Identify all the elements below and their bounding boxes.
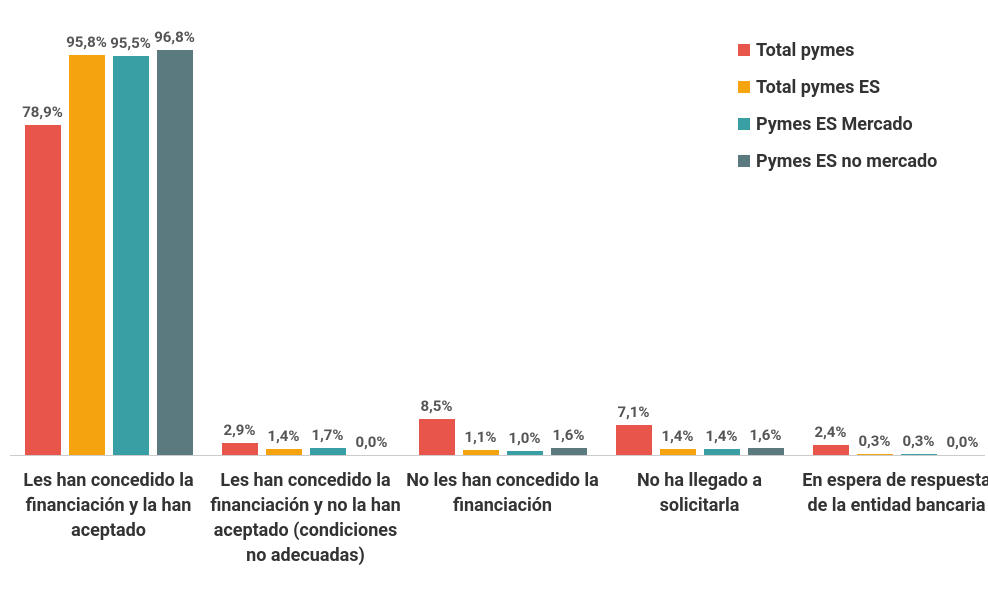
legend-swatch <box>738 44 750 56</box>
bar <box>812 444 849 455</box>
value-label: 78,9% <box>22 103 63 122</box>
x-tick-label: No les han concedido la financiación <box>406 470 599 516</box>
value-label: 2,9% <box>223 420 256 439</box>
value-label: 1,0% <box>508 428 541 447</box>
legend-swatch <box>738 118 750 130</box>
legend-label: Pymes ES no mercado <box>756 150 938 172</box>
bar <box>659 449 696 455</box>
baseline <box>10 455 985 456</box>
bar <box>900 453 937 455</box>
value-label: 1,6% <box>749 426 782 445</box>
x-tick-label: Les han concedido la financiación y no l… <box>210 470 401 566</box>
x-tick-label: En espera de respuesta de la entidad ban… <box>802 470 988 516</box>
bar <box>615 425 652 455</box>
legend-label: Pymes ES Mercado <box>756 113 913 135</box>
bar <box>221 442 258 455</box>
bar <box>462 450 499 455</box>
value-label: 1,7% <box>311 425 344 444</box>
bar <box>24 125 61 455</box>
x-tick-label: Les han concedido la financiación y la h… <box>23 470 194 541</box>
bar <box>265 449 302 455</box>
legend-item: Pymes ES no mercado <box>738 149 937 173</box>
bar <box>747 448 784 455</box>
value-label: 1,4% <box>705 427 738 446</box>
legend-item: Total pymes <box>738 38 854 62</box>
legend-swatch <box>738 81 750 93</box>
bar <box>550 448 587 455</box>
bar <box>506 450 543 455</box>
legend-swatch <box>738 155 750 167</box>
value-label: 1,1% <box>464 428 497 447</box>
value-label: 0,3% <box>902 431 935 450</box>
legend-item: Pymes ES Mercado <box>738 112 913 136</box>
value-label: 95,5% <box>110 33 151 52</box>
bar <box>418 419 455 455</box>
value-label: 1,4% <box>267 427 300 446</box>
value-label: 95,8% <box>66 32 107 51</box>
bar <box>68 54 105 455</box>
value-label: 0,0% <box>355 433 388 451</box>
value-label: 0,0% <box>946 433 979 451</box>
bar <box>856 453 893 455</box>
bar <box>112 55 149 455</box>
bar <box>156 50 193 455</box>
value-label: 0,3% <box>858 431 891 450</box>
value-label: 8,5% <box>420 397 453 416</box>
legend-label: Total pymes <box>756 39 855 61</box>
x-tick-label: No ha llegado a solicitarla <box>636 470 763 516</box>
value-label: 1,4% <box>661 427 694 446</box>
legend-label: Total pymes ES <box>756 76 881 98</box>
value-label: 7,1% <box>617 403 650 422</box>
value-label: 96,8% <box>154 28 195 47</box>
value-label: 2,4% <box>814 422 847 441</box>
bar <box>703 449 740 455</box>
bar <box>309 447 346 455</box>
value-label: 1,6% <box>552 426 585 445</box>
legend-item: Total pymes ES <box>738 75 880 99</box>
